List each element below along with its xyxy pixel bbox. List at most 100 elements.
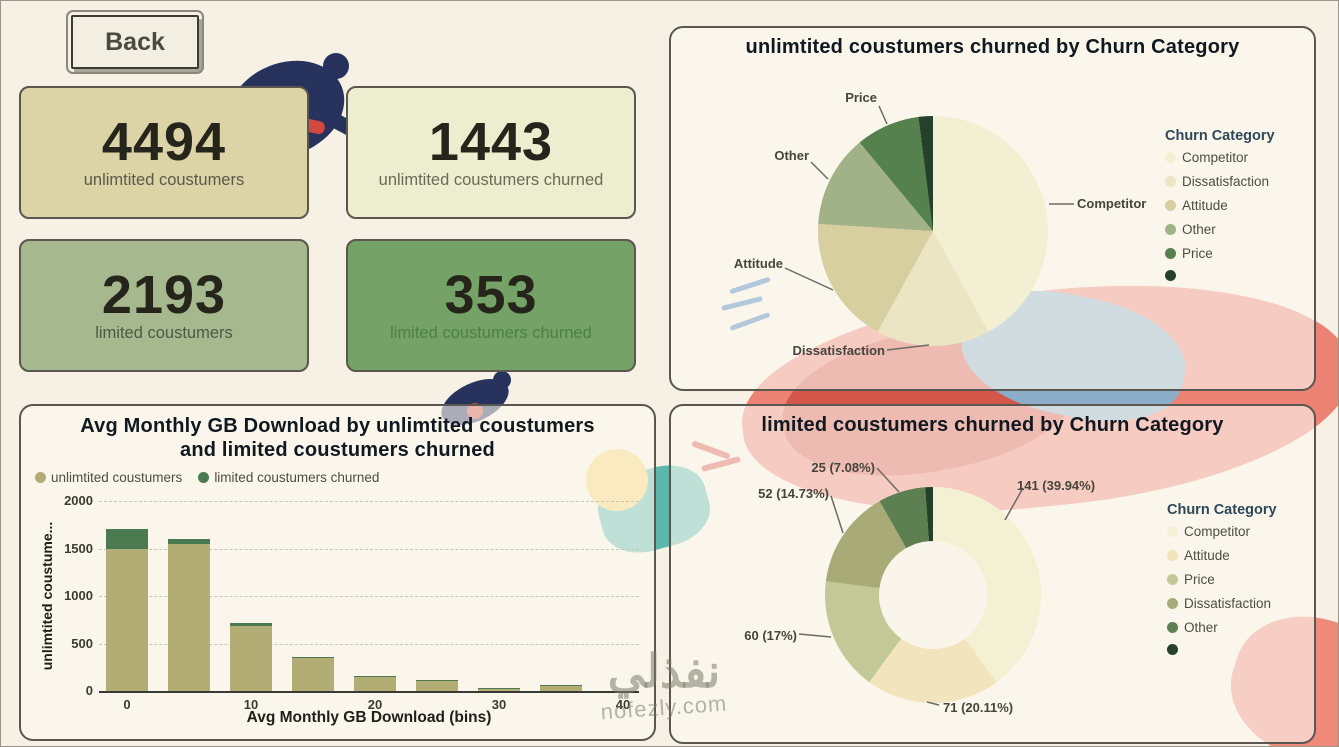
legend-item-limited-churned[interactable]: limited coustumers churned xyxy=(198,470,379,485)
legend-label: Price xyxy=(1184,572,1215,587)
legend-label: Dissatisfaction xyxy=(1182,174,1270,189)
kpi-label-limited-churned: limited coustumers churned xyxy=(390,324,592,342)
pie-chart-unlimited-churn[interactable] xyxy=(818,116,1048,346)
legend-label: Attitude xyxy=(1184,548,1230,563)
legend-dot xyxy=(1167,550,1178,561)
x-tick-label: 0 xyxy=(123,697,131,712)
legend-dot xyxy=(1165,200,1176,211)
pie-label-attitude: Attitude xyxy=(733,256,783,271)
bar-bin10-unlimited-customers[interactable] xyxy=(230,626,272,691)
pie-legend: Churn Category Competitor Dissatisfaction… xyxy=(1165,128,1305,290)
donut-chart-title: limited coustumers churned by Churn Cate… xyxy=(761,414,1224,436)
legend-label: Competitor xyxy=(1184,524,1251,539)
legend-item-price[interactable]: Price xyxy=(1167,572,1307,587)
bar-chart-title-line2: and limited coustumers churned xyxy=(180,439,495,461)
bar-chart-title: Avg Monthly GB Download by unlimtited co… xyxy=(21,414,654,462)
pie-chart-title: unlimtited coustumers churned by Churn C… xyxy=(745,36,1240,58)
decorative-small-person-head xyxy=(493,371,511,389)
x-tick-label: 10 xyxy=(243,697,259,712)
pie-label-other: Other xyxy=(774,148,809,163)
legend-item-competitor[interactable]: Competitor xyxy=(1165,150,1305,165)
legend-label: unlimtited coustumers xyxy=(51,470,183,485)
kpi-value-unlimited-customers: 4494 xyxy=(101,112,227,172)
legend-label: Attitude xyxy=(1182,198,1228,213)
y-tick-label: 2000 xyxy=(64,493,93,508)
legend-item-extra[interactable] xyxy=(1165,270,1305,281)
bar-bin20-unlimited-customers[interactable] xyxy=(354,676,396,691)
bar-bin35-unlimited-customers[interactable] xyxy=(540,685,582,691)
legend-item-unlimited-customers[interactable]: unlimtited coustumers xyxy=(35,470,182,485)
legend-item-attitude[interactable]: Attitude xyxy=(1167,548,1307,563)
donut-label-competitor: 141 (39.94%) xyxy=(1017,478,1096,493)
y-tick-label: 500 xyxy=(71,635,93,651)
pie-legend-title: Churn Category xyxy=(1165,128,1275,144)
bar-bin0-unlimited-customers[interactable] xyxy=(106,548,148,691)
legend-label: Price xyxy=(1182,246,1213,261)
legend-label: Other xyxy=(1182,222,1216,237)
legend-dot xyxy=(1165,248,1176,259)
legend-item-attitude[interactable]: Attitude xyxy=(1165,198,1305,213)
kpi-card-unlimited-churned: 1443 unlimtited coustumers churned xyxy=(346,86,636,219)
legend-dot xyxy=(1165,152,1176,163)
gridline xyxy=(99,548,639,550)
kpi-value-limited-churned: 353 xyxy=(444,265,538,325)
legend-dot xyxy=(1167,598,1178,609)
bar-bin25-unlimited-customers[interactable] xyxy=(416,680,458,691)
legend-dot xyxy=(1165,270,1176,281)
bar-bin30-unlimited-customers[interactable] xyxy=(478,688,520,691)
bar-bin10-limited-churned[interactable] xyxy=(230,622,272,627)
legend-item-extra[interactable] xyxy=(1167,644,1307,655)
x-tick-label: 40 xyxy=(615,697,631,712)
legend-label: Competitor xyxy=(1182,150,1249,165)
y-tick-label: 0 xyxy=(85,683,93,698)
bar-bin15-unlimited-customers[interactable] xyxy=(292,658,334,691)
donut-legend-title: Churn Category xyxy=(1167,502,1277,518)
donut-label-other: 25 (7.08%) xyxy=(811,460,875,475)
y-tick-label: 1000 xyxy=(64,588,93,603)
kpi-label-limited-customers: limited coustumers xyxy=(95,324,233,342)
kpi-card-limited-churned: 353 limited coustumers churned xyxy=(346,239,636,372)
panel-unlimited-churn-pie: unlimtited coustumers churned by Churn C… xyxy=(669,26,1316,391)
kpi-label-unlimited-churned: unlimtited coustumers churned xyxy=(378,171,604,189)
legend-dot xyxy=(1167,526,1178,537)
bar-bin20-limited-churned[interactable] xyxy=(354,675,396,677)
legend-item-price[interactable]: Price xyxy=(1165,246,1305,261)
bar-plot-area: 0 500 1000 1500 2000 0 10 20 30 40 xyxy=(64,493,639,712)
kpi-card-unlimited-customers: 4494 unlimtited coustumers xyxy=(19,86,309,219)
gridline xyxy=(99,643,639,645)
donut-chart-limited-churn[interactable] xyxy=(825,487,1041,703)
legend-label: limited coustumers churned xyxy=(214,470,380,485)
legend-item-dissatisfaction[interactable]: Dissatisfaction xyxy=(1165,174,1305,189)
bar-bin5-limited-churned[interactable] xyxy=(168,538,210,545)
y-tick-label: 1500 xyxy=(64,540,93,556)
legend-item-other[interactable]: Other xyxy=(1167,620,1307,635)
kpi-value-limited-customers: 2193 xyxy=(101,265,227,325)
legend-item-dissatisfaction[interactable]: Dissatisfaction xyxy=(1167,596,1307,611)
bar-legend: unlimtited coustumers limited coustumers… xyxy=(35,470,379,485)
pie-label-competitor: Competitor xyxy=(1077,196,1147,211)
legend-dot xyxy=(35,472,46,483)
bar-bin15-limited-churned[interactable] xyxy=(292,657,334,659)
gridline xyxy=(99,596,639,597)
legend-dot xyxy=(1167,644,1178,655)
bar-bin0-limited-churned[interactable] xyxy=(106,528,148,549)
pie-label-price: Price xyxy=(845,90,877,105)
legend-item-competitor[interactable]: Competitor xyxy=(1167,524,1307,539)
panel-limited-churn-donut: limited coustumers churned by Churn Cate… xyxy=(669,404,1316,744)
x-axis-title: Avg Monthly GB Download (bins) xyxy=(246,709,492,726)
legend-dot xyxy=(198,472,210,483)
legend-label: Other xyxy=(1184,620,1218,635)
legend-dot xyxy=(1167,622,1178,633)
panel-gb-download-bar: Avg Monthly GB Download by unlimtited co… xyxy=(19,404,656,741)
bar-bin5-unlimited-customers[interactable] xyxy=(168,544,210,691)
donut-hole xyxy=(879,541,987,649)
gridline xyxy=(99,501,639,502)
legend-item-other[interactable]: Other xyxy=(1165,222,1305,237)
kpi-label-unlimited-customers: unlimtited coustumers xyxy=(83,171,245,189)
donut-label-attitude: 71 (20.11%) xyxy=(943,700,1014,715)
donut-label-price: 60 (17%) xyxy=(744,628,797,643)
kpi-value-unlimited-churned: 1443 xyxy=(428,112,554,172)
back-button[interactable]: Back xyxy=(66,10,204,74)
x-tick-label: 20 xyxy=(367,697,383,712)
